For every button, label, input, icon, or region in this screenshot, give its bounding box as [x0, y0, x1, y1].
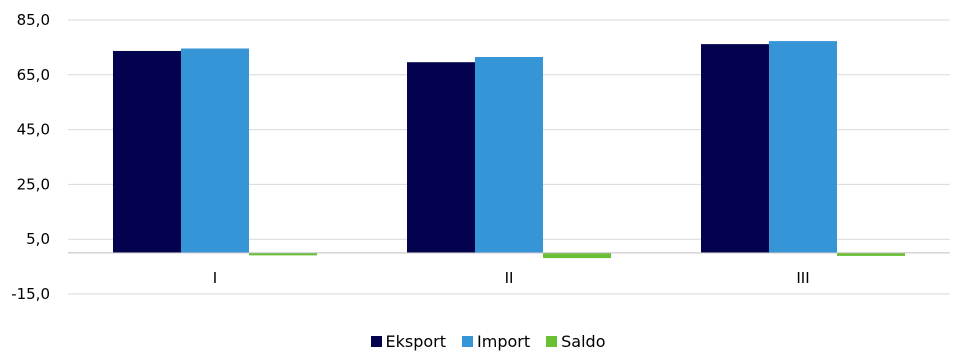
bar-import-III	[769, 41, 837, 253]
x-tick-label: II	[505, 269, 514, 287]
legend-item-eksport: Eksport	[370, 331, 447, 351]
y-tick-label: 5,0	[26, 230, 50, 248]
x-tick-label: I	[213, 269, 217, 287]
bar-eksport-II	[407, 62, 475, 253]
bar-saldo-II	[543, 252, 611, 259]
bar-saldo-III	[837, 252, 905, 256]
y-tick-label: 85,0	[17, 11, 50, 29]
legend-swatch-saldo	[546, 335, 558, 347]
bar-eksport-III	[701, 44, 769, 253]
x-tick-label: III	[796, 269, 809, 287]
y-tick-label: -15,0	[11, 285, 50, 303]
bar-import-I	[181, 48, 249, 253]
bar-eksport-I	[113, 50, 181, 253]
legend-swatch-eksport	[370, 335, 382, 347]
y-tick-label: 25,0	[17, 175, 50, 193]
legend-swatch-import	[462, 335, 474, 347]
legend: Eksport Import Saldo	[0, 330, 976, 352]
legend-label-import: Import	[477, 331, 531, 351]
legend-item-import: Import	[462, 332, 530, 351]
bar-chart: 85,065,045,025,05,0-15,0 I II III	[11, 11, 950, 303]
y-axis-tick-labels: 85,0 65,0 45,0 25,0 5,0 -15,0	[11, 11, 50, 303]
legend-label-eksport: Eksport	[385, 331, 447, 351]
y-tick-label: 45,0	[17, 121, 50, 139]
legend-item-saldo: Saldo	[546, 332, 605, 351]
x-axis-tick-labels: I II III	[213, 269, 810, 287]
bar-saldo-I	[249, 252, 317, 256]
legend-label-saldo: Saldo	[561, 331, 606, 351]
bars	[113, 41, 905, 259]
y-tick-label: 65,0	[17, 66, 50, 84]
bar-import-II	[475, 56, 543, 253]
